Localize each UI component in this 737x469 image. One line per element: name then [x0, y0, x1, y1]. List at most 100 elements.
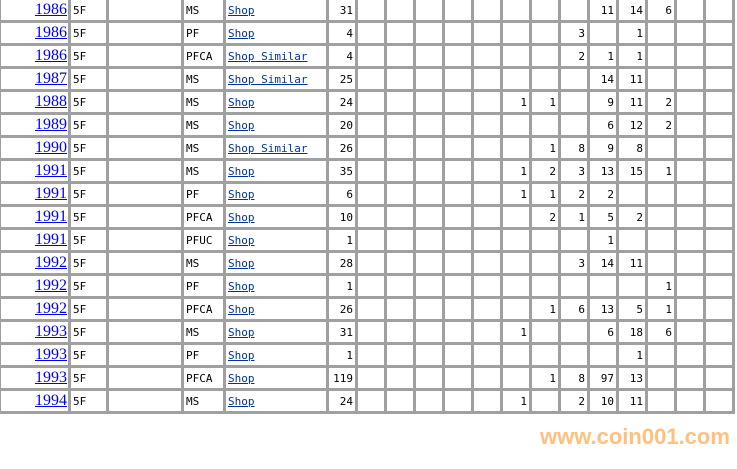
grade-type-cell: MS — [181, 89, 226, 115]
grade-count-cell: 1 — [616, 43, 648, 69]
grade-count-cell: 1 — [558, 204, 590, 230]
grade-count: 3 — [578, 256, 585, 270]
total-count-cell: 4 — [326, 20, 358, 46]
year-link[interactable]: 1994 — [35, 392, 67, 410]
year-link[interactable]: 1992 — [35, 300, 67, 318]
shop-link[interactable]: Shop — [228, 256, 255, 270]
shop-link[interactable]: Shop — [228, 187, 255, 201]
blank-cell — [106, 20, 184, 46]
grade-count: 2 — [578, 394, 585, 408]
grade-count-cell: 2 — [587, 181, 619, 207]
grade-count-cell — [616, 227, 648, 253]
year-link[interactable]: 1986 — [35, 47, 67, 65]
denomination-cell: 5F — [68, 273, 109, 299]
grade-count-cell: 1 — [500, 158, 532, 184]
total-count: 4 — [346, 26, 353, 40]
grade-count-cell: 14 — [587, 250, 619, 276]
watermark: www.coin001.com — [540, 424, 730, 449]
year-link[interactable]: 1991 — [35, 162, 67, 180]
shop-link[interactable]: Shop — [228, 325, 255, 339]
shop-link[interactable]: Shop — [228, 3, 255, 17]
grade-type: PF — [186, 26, 200, 40]
denomination: 5F — [73, 394, 87, 408]
year-link[interactable]: 1991 — [35, 185, 67, 203]
grade-count: 6 — [578, 302, 585, 316]
shop-cell: Shop — [223, 250, 329, 276]
grade-count: 1 — [636, 26, 643, 40]
grade-count-cell — [645, 66, 677, 92]
grade-count-cell — [558, 342, 590, 368]
year-link[interactable]: 1986 — [35, 24, 67, 42]
grade-count-cell: 3 — [558, 20, 590, 46]
grade-count-cell: 1 — [529, 365, 561, 391]
year-link[interactable]: 1986 — [35, 1, 67, 19]
year-link[interactable]: 1990 — [35, 139, 67, 157]
shop-link[interactable]: Shop Similar — [228, 141, 308, 155]
shop-link[interactable]: Shop — [228, 95, 255, 109]
year-link[interactable]: 1992 — [35, 254, 67, 272]
shop-link[interactable]: Shop — [228, 118, 255, 132]
grade-count-cell: 2 — [645, 112, 677, 138]
table-row: 1990 5F MS Shop Similar 26 1 8 9 8 — [0, 135, 735, 161]
year-link[interactable]: 1987 — [35, 70, 67, 88]
shop-link[interactable]: Shop Similar — [228, 72, 308, 86]
shop-link[interactable]: Shop — [228, 394, 255, 408]
grade-count: 1 — [520, 394, 527, 408]
year-link[interactable]: 1991 — [35, 231, 67, 249]
shop-link[interactable]: Shop Similar — [228, 49, 308, 63]
blank-cell — [106, 0, 184, 23]
shop-link[interactable]: Shop — [228, 371, 255, 385]
grade-count-cell — [355, 89, 387, 115]
grade-count: 9 — [607, 95, 614, 109]
grade-count-cell — [703, 181, 735, 207]
shop-link[interactable]: Shop — [228, 302, 255, 316]
year-link[interactable]: 1991 — [35, 208, 67, 226]
grade-count: 2 — [665, 95, 672, 109]
grade-count: 1 — [520, 325, 527, 339]
shop-link[interactable]: Shop — [228, 210, 255, 224]
grade-count-cell — [616, 181, 648, 207]
blank-cell — [106, 89, 184, 115]
year-link[interactable]: 1992 — [35, 277, 67, 295]
grade-type: MS — [186, 256, 200, 270]
grade-count-cell — [471, 20, 503, 46]
shop-cell: Shop — [223, 112, 329, 138]
shop-link[interactable]: Shop — [228, 233, 255, 247]
table-row: 1993 5F MS Shop 31 1 6 18 6 — [0, 319, 735, 345]
denomination: 5F — [73, 279, 87, 293]
blank-cell — [106, 319, 184, 345]
year-link[interactable]: 1993 — [35, 346, 67, 364]
table-row: 1993 5F PFCA Shop 119 1 8 97 13 — [0, 365, 735, 391]
denomination: 5F — [73, 26, 87, 40]
year-link[interactable]: 1993 — [35, 369, 67, 387]
grade-count-cell — [355, 296, 387, 322]
year-link[interactable]: 1989 — [35, 116, 67, 134]
grade-count-cell — [674, 365, 706, 391]
shop-cell: Shop — [223, 388, 329, 414]
shop-link[interactable]: Shop — [228, 26, 255, 40]
grade-count-cell — [384, 112, 416, 138]
year-link[interactable]: 1988 — [35, 93, 67, 111]
blank-cell — [106, 66, 184, 92]
grade-count-cell: 9 — [587, 135, 619, 161]
shop-link[interactable]: Shop — [228, 348, 255, 362]
grade-type-cell: MS — [181, 388, 226, 414]
grade-count-cell — [471, 112, 503, 138]
grade-count-cell — [587, 342, 619, 368]
shop-cell: Shop Similar — [223, 135, 329, 161]
grade-count-cell: 8 — [616, 135, 648, 161]
table-body: 1986 5F MS Shop 31 11 14 6 1986 5F PF Shop 4 3 1 1986 5F… — [0, 0, 735, 414]
grade-count-cell — [703, 296, 735, 322]
shop-link[interactable]: Shop — [228, 279, 255, 293]
shop-link[interactable]: Shop — [228, 164, 255, 178]
grade-type-cell: MS — [181, 135, 226, 161]
grade-count-cell: 1 — [529, 135, 561, 161]
grade-count-cell — [413, 296, 445, 322]
grade-count: 15 — [629, 164, 643, 178]
shop-cell: Shop — [223, 204, 329, 230]
grade-count-cell — [703, 0, 735, 23]
grade-count-cell — [674, 135, 706, 161]
grade-count: 11 — [629, 256, 643, 270]
grade-count-cell: 11 — [616, 388, 648, 414]
year-link[interactable]: 1993 — [35, 323, 67, 341]
